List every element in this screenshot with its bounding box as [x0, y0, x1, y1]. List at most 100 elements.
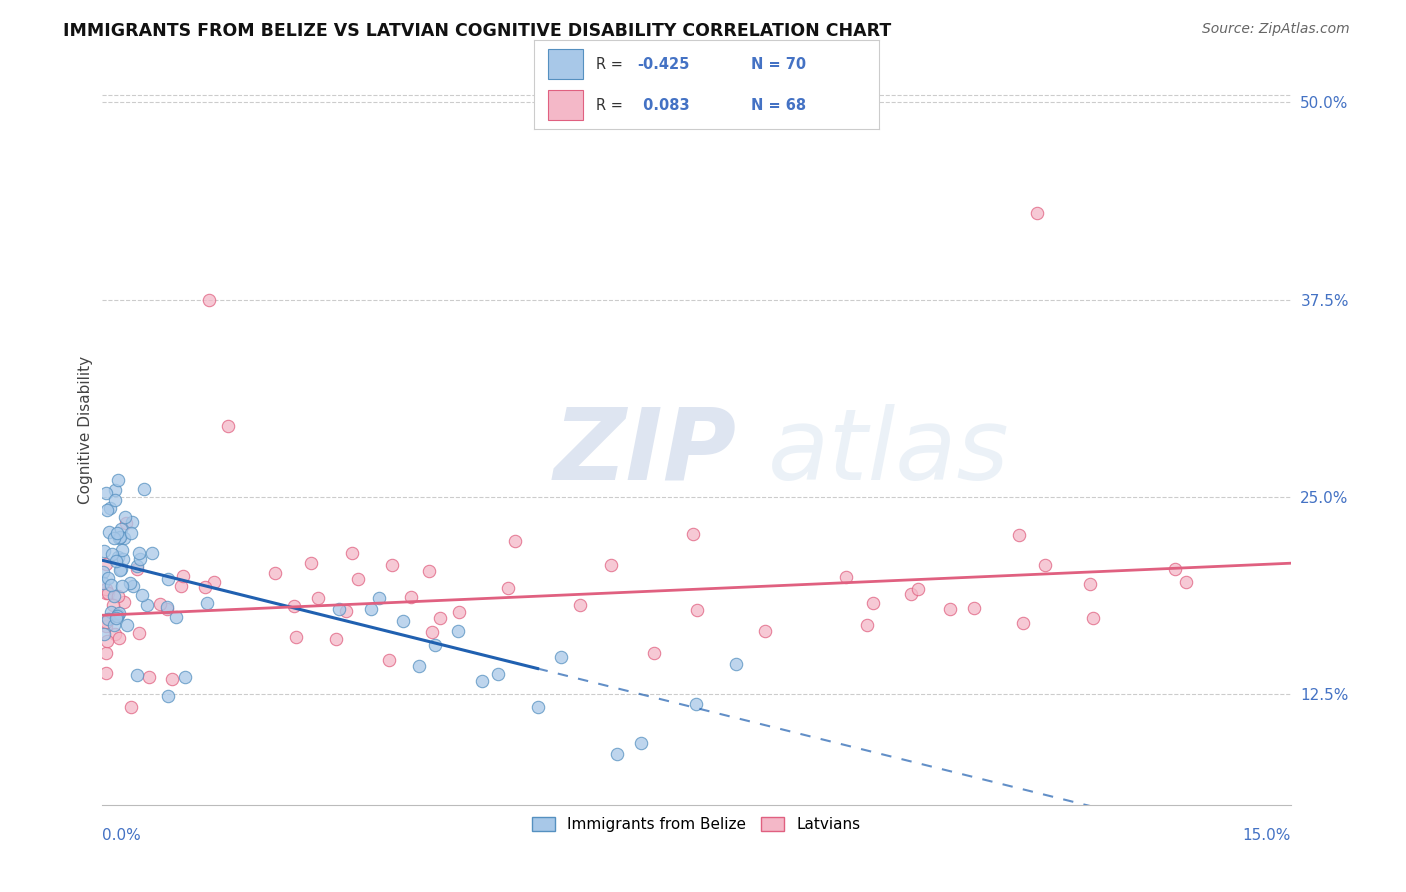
Point	[1011, 616, 1033, 631]
Point	[141, 546, 163, 560]
Point	[108, 531, 131, 545]
Text: R =: R =	[596, 57, 628, 71]
Point	[471, 674, 494, 689]
Text: Source: ZipAtlas.com: Source: ZipAtlas.com	[1202, 22, 1350, 37]
Point	[108, 631, 131, 645]
Text: atlas: atlas	[768, 404, 1010, 501]
Point	[94, 615, 117, 630]
Point	[907, 582, 929, 597]
Point	[105, 526, 128, 541]
Point	[1174, 575, 1197, 590]
Point	[686, 603, 709, 617]
Point	[97, 612, 120, 626]
Point	[307, 591, 329, 606]
Point	[96, 503, 118, 517]
Point	[217, 419, 239, 434]
Point	[856, 618, 879, 632]
Text: R =: R =	[596, 98, 628, 112]
Point	[1008, 528, 1031, 542]
Point	[100, 578, 122, 592]
Point	[97, 524, 120, 539]
Point	[97, 571, 120, 585]
Point	[128, 625, 150, 640]
Text: 0.083: 0.083	[638, 98, 689, 112]
Text: 15.0%: 15.0%	[1243, 829, 1291, 843]
Point	[97, 586, 120, 600]
Point	[125, 562, 148, 576]
Point	[96, 634, 118, 648]
Point	[94, 486, 117, 500]
Point	[1026, 206, 1049, 220]
Point	[939, 602, 962, 616]
Point	[93, 544, 115, 558]
Point	[129, 551, 152, 566]
Point	[104, 627, 127, 641]
Point	[399, 591, 422, 605]
Point	[526, 700, 548, 714]
Point	[156, 599, 179, 614]
Point	[486, 667, 509, 681]
Point	[360, 601, 382, 615]
Point	[599, 558, 621, 573]
Point	[963, 600, 986, 615]
FancyBboxPatch shape	[548, 49, 582, 79]
Point	[110, 562, 132, 576]
Point	[328, 602, 350, 616]
Point	[94, 619, 117, 633]
Point	[643, 646, 665, 660]
Point	[131, 588, 153, 602]
Point	[105, 554, 128, 568]
Point	[125, 668, 148, 682]
Point	[103, 617, 125, 632]
Point	[173, 670, 195, 684]
Point	[135, 599, 157, 613]
Point	[496, 581, 519, 595]
Point	[550, 650, 572, 665]
Point	[112, 595, 135, 609]
Point	[132, 483, 155, 497]
Point	[569, 598, 592, 612]
Point	[754, 624, 776, 638]
Point	[107, 608, 129, 623]
Point	[108, 563, 131, 577]
Point	[94, 558, 117, 572]
Point	[408, 658, 430, 673]
Text: ZIP: ZIP	[554, 404, 737, 501]
Point	[104, 483, 127, 497]
Point	[120, 525, 142, 540]
Text: N = 70: N = 70	[751, 57, 807, 71]
Point	[418, 564, 440, 578]
Point	[194, 580, 217, 594]
Point	[157, 690, 180, 704]
Point	[114, 510, 136, 524]
Point	[197, 293, 219, 307]
Point	[1033, 558, 1056, 573]
Text: N = 68: N = 68	[751, 98, 807, 112]
Point	[111, 542, 134, 557]
Point	[156, 602, 179, 616]
Point	[202, 574, 225, 589]
Point	[112, 531, 135, 545]
FancyBboxPatch shape	[548, 90, 582, 120]
Text: -0.425: -0.425	[638, 57, 690, 71]
Point	[197, 596, 219, 610]
Point	[127, 559, 149, 574]
Point	[110, 530, 132, 544]
Point	[900, 587, 922, 601]
Point	[111, 579, 134, 593]
Point	[325, 632, 347, 646]
Point	[447, 624, 470, 639]
Point	[120, 699, 142, 714]
Y-axis label: Cognitive Disability: Cognitive Disability	[79, 356, 93, 504]
Point	[115, 516, 138, 531]
Point	[299, 557, 322, 571]
Point	[94, 586, 117, 600]
Point	[347, 572, 370, 586]
Point	[606, 747, 628, 761]
Text: 0.0%: 0.0%	[101, 829, 141, 843]
Point	[101, 547, 124, 561]
Legend: Immigrants from Belize, Latvians: Immigrants from Belize, Latvians	[526, 811, 866, 838]
Point	[283, 599, 305, 614]
Point	[105, 610, 128, 624]
Point	[128, 546, 150, 560]
